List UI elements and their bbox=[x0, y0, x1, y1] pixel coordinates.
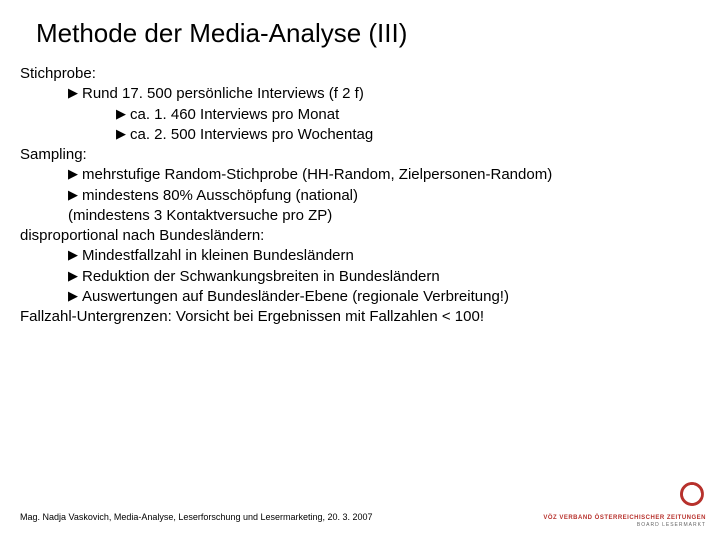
line-text: Fallzahl-Untergrenzen: Vorsicht bei Erge… bbox=[20, 308, 484, 325]
bullet-icon: ▶ bbox=[68, 84, 78, 102]
body-line: ▶ca. 1. 460 Interviews pro Monat bbox=[116, 105, 700, 125]
bullet-icon: ▶ bbox=[116, 105, 126, 123]
body-line: ▶Rund 17. 500 persönliche Interviews (f … bbox=[68, 84, 700, 104]
body-line: ▶Reduktion der Schwankungsbreiten in Bun… bbox=[68, 267, 700, 287]
line-text: Rund 17. 500 persönliche Interviews (f 2… bbox=[82, 85, 364, 102]
slide: Methode der Media-Analyse (III) Stichpro… bbox=[0, 0, 720, 540]
body-line: ▶Mindestfallzahl in kleinen Bundesländer… bbox=[68, 246, 700, 266]
bullet-icon: ▶ bbox=[68, 165, 78, 183]
logo-line1: VÖZ VERBAND ÖSTERREICHISCHER ZEITUNGEN bbox=[543, 515, 706, 521]
line-text: Auswertungen auf Bundesländer-Ebene (reg… bbox=[82, 288, 509, 305]
bullet-icon: ▶ bbox=[68, 267, 78, 285]
logo: VÖZ VERBAND ÖSTERREICHISCHER ZEITUNGEN B… bbox=[543, 480, 706, 528]
line-text: Mindestfallzahl in kleinen Bundesländern bbox=[82, 247, 354, 264]
line-text: (mindestens 3 Kontaktversuche pro ZP) bbox=[68, 207, 332, 224]
line-text: ca. 1. 460 Interviews pro Monat bbox=[130, 106, 339, 123]
bullet-icon: ▶ bbox=[68, 186, 78, 204]
body-line: ▶mehrstufige Random-Stichprobe (HH-Rando… bbox=[68, 165, 700, 185]
body-line: ▶ca. 2. 500 Interviews pro Wochentag bbox=[116, 125, 700, 145]
line-text: Sampling: bbox=[20, 146, 87, 163]
body-line: Sampling: bbox=[20, 145, 700, 165]
logo-line2: BOARD LESERMARKT bbox=[543, 522, 706, 528]
line-text: ca. 2. 500 Interviews pro Wochentag bbox=[130, 126, 373, 143]
body-line: ▶Auswertungen auf Bundesländer-Ebene (re… bbox=[68, 287, 700, 307]
body-line: Fallzahl-Untergrenzen: Vorsicht bei Erge… bbox=[20, 307, 700, 327]
slide-body: Stichprobe:▶Rund 17. 500 persönliche Int… bbox=[20, 64, 700, 327]
bullet-icon: ▶ bbox=[68, 287, 78, 305]
bullet-icon: ▶ bbox=[116, 125, 126, 143]
line-text: disproportional nach Bundesländern: bbox=[20, 227, 264, 244]
slide-title: Methode der Media-Analyse (III) bbox=[36, 18, 407, 49]
line-text: mindestens 80% Ausschöpfung (national) bbox=[82, 187, 358, 204]
body-line: ▶mindestens 80% Ausschöpfung (national) bbox=[68, 186, 700, 206]
footer-text: Mag. Nadja Vaskovich, Media-Analyse, Les… bbox=[20, 512, 373, 522]
logo-icon bbox=[678, 480, 706, 508]
line-text: mehrstufige Random-Stichprobe (HH-Random… bbox=[82, 166, 552, 183]
body-line: Stichprobe: bbox=[20, 64, 700, 84]
line-text: Reduktion der Schwankungsbreiten in Bund… bbox=[82, 268, 440, 285]
body-line: (mindestens 3 Kontaktversuche pro ZP) bbox=[68, 206, 700, 226]
bullet-icon: ▶ bbox=[68, 246, 78, 264]
line-text: Stichprobe: bbox=[20, 65, 96, 82]
body-line: disproportional nach Bundesländern: bbox=[20, 226, 700, 246]
